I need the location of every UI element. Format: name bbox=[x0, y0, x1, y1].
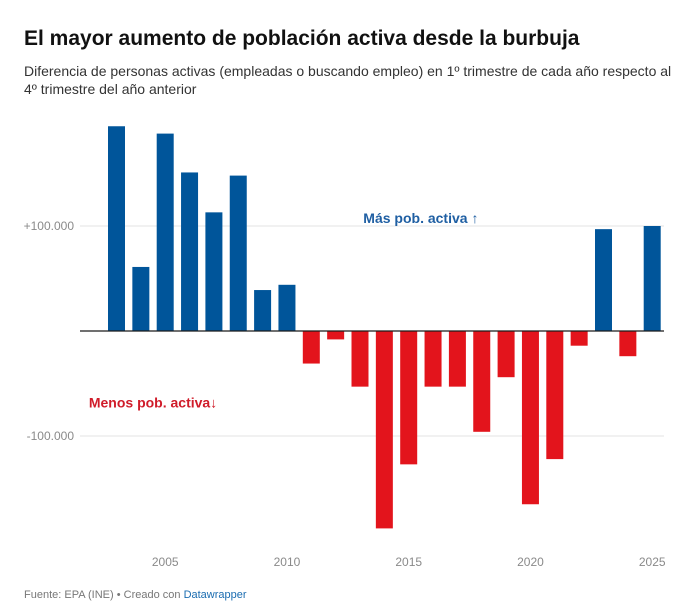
bar-2015 bbox=[400, 331, 418, 465]
chart-title: El mayor aumento de población activa des… bbox=[24, 27, 580, 50]
bar-2004 bbox=[132, 266, 150, 331]
bar-2016 bbox=[424, 331, 442, 387]
x-tick-label: 2015 bbox=[395, 555, 422, 569]
x-tick-label: 2005 bbox=[152, 555, 179, 569]
gridlines: +100.000 -100.000 bbox=[24, 219, 664, 443]
bar-2013 bbox=[351, 331, 369, 387]
footer: Fuente: EPA (INE) • Creado con Datawrapp… bbox=[24, 589, 247, 601]
bar-2009 bbox=[254, 290, 272, 331]
bar-2017 bbox=[448, 331, 466, 387]
bar-2019 bbox=[497, 331, 515, 378]
chart-subtitle: Diferencia de personas activas (empleada… bbox=[24, 63, 672, 97]
bar-2018 bbox=[473, 331, 491, 432]
bar-2024 bbox=[619, 331, 637, 357]
bar-2006 bbox=[181, 172, 199, 331]
bar-2012 bbox=[327, 331, 345, 340]
x-tick-label: 2025 bbox=[639, 555, 666, 569]
bars bbox=[108, 126, 661, 529]
y-tick-label: +100.000 bbox=[24, 219, 75, 233]
x-tick-label: 2020 bbox=[517, 555, 544, 569]
bar-2014 bbox=[375, 331, 393, 529]
positive-annotation: Más pob. activa ↑ bbox=[363, 210, 478, 226]
footer-source: Fuente: EPA (INE) • Creado con bbox=[24, 589, 181, 601]
x-tick-label: 2010 bbox=[274, 555, 301, 569]
bar-2003 bbox=[108, 126, 125, 331]
bar-2025 bbox=[643, 226, 661, 331]
bar-2010 bbox=[278, 284, 296, 331]
bar-2020 bbox=[521, 331, 539, 505]
bar-2005 bbox=[156, 133, 174, 331]
bar-2008 bbox=[229, 175, 247, 331]
bar-2021 bbox=[546, 331, 564, 460]
bar-2022 bbox=[570, 331, 588, 346]
annotations: Más pob. activa ↑ Menos pob. activa↓ bbox=[89, 210, 479, 411]
bar-2023 bbox=[595, 229, 612, 331]
negative-annotation: Menos pob. activa↓ bbox=[89, 395, 217, 411]
bar-2007 bbox=[205, 212, 223, 331]
bar-2011 bbox=[302, 331, 320, 364]
y-tick-label: -100.000 bbox=[27, 429, 75, 443]
axes: 2005 2010 2015 2020 2025 bbox=[80, 330, 666, 569]
datawrapper-link[interactable]: Datawrapper bbox=[183, 589, 247, 601]
